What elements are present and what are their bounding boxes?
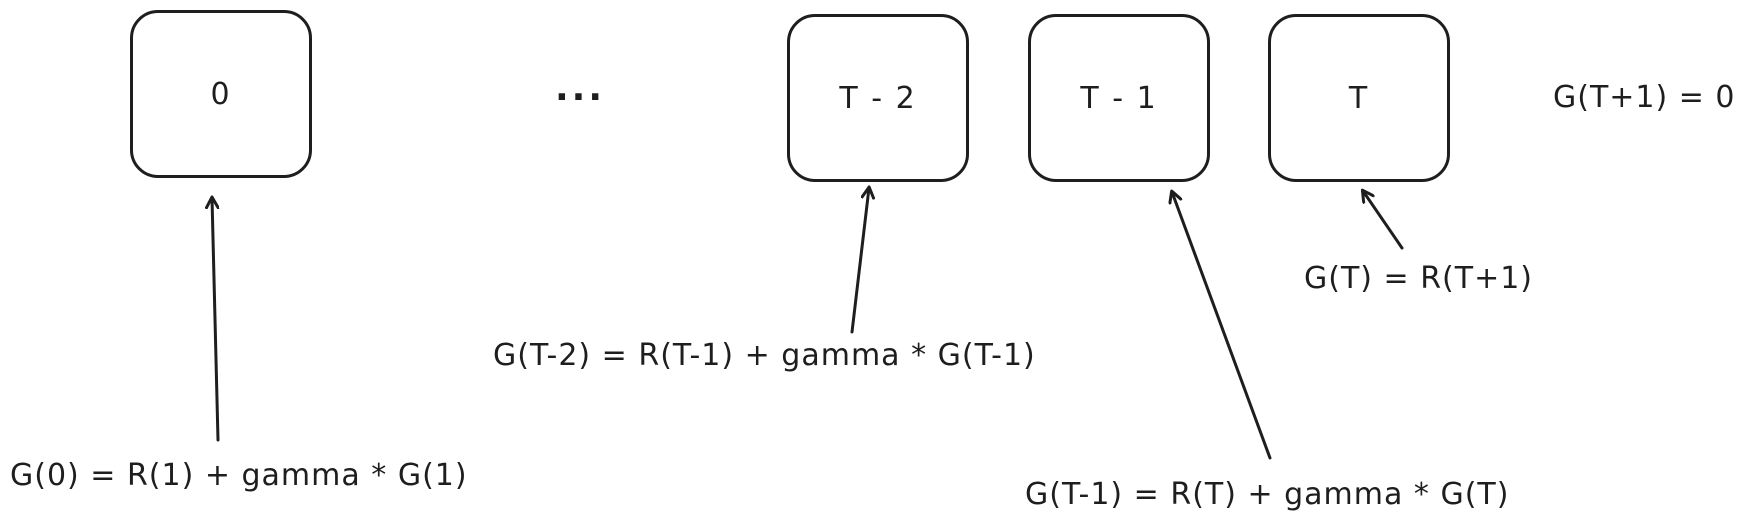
ellipsis: ... bbox=[555, 68, 606, 109]
equation-g-t-minus-1: G(T-1) = R(T) + gamma * G(T) bbox=[1025, 477, 1510, 512]
timestep-box-t: T bbox=[1268, 14, 1450, 182]
timestep-label-t: T bbox=[1348, 80, 1370, 116]
arrow-g-t-minus-1-to-box bbox=[1172, 192, 1272, 460]
timestep-box-t-minus-1: T - 1 bbox=[1028, 14, 1210, 182]
timestep-box-0: 0 bbox=[130, 10, 312, 178]
equation-g-t-minus-2: G(T-2) = R(T-1) + gamma * G(T-1) bbox=[493, 338, 1036, 373]
terminal-return-label: G(T+1) = 0 bbox=[1553, 80, 1736, 115]
equation-g-t: G(T) = R(T+1) bbox=[1304, 261, 1533, 296]
arrow-g-t-minus-2-to-box bbox=[850, 188, 869, 334]
timestep-label-0: 0 bbox=[210, 76, 232, 112]
timestep-label-t-minus-1: T - 1 bbox=[1080, 80, 1158, 116]
timestep-label-t-minus-2: T - 2 bbox=[839, 80, 917, 116]
arrow-g0-to-box-0 bbox=[212, 198, 220, 442]
equation-g0: G(0) = R(1) + gamma * G(1) bbox=[10, 458, 468, 493]
arrow-g-t-to-box bbox=[1363, 191, 1404, 250]
timestep-box-t-minus-2: T - 2 bbox=[787, 14, 969, 182]
